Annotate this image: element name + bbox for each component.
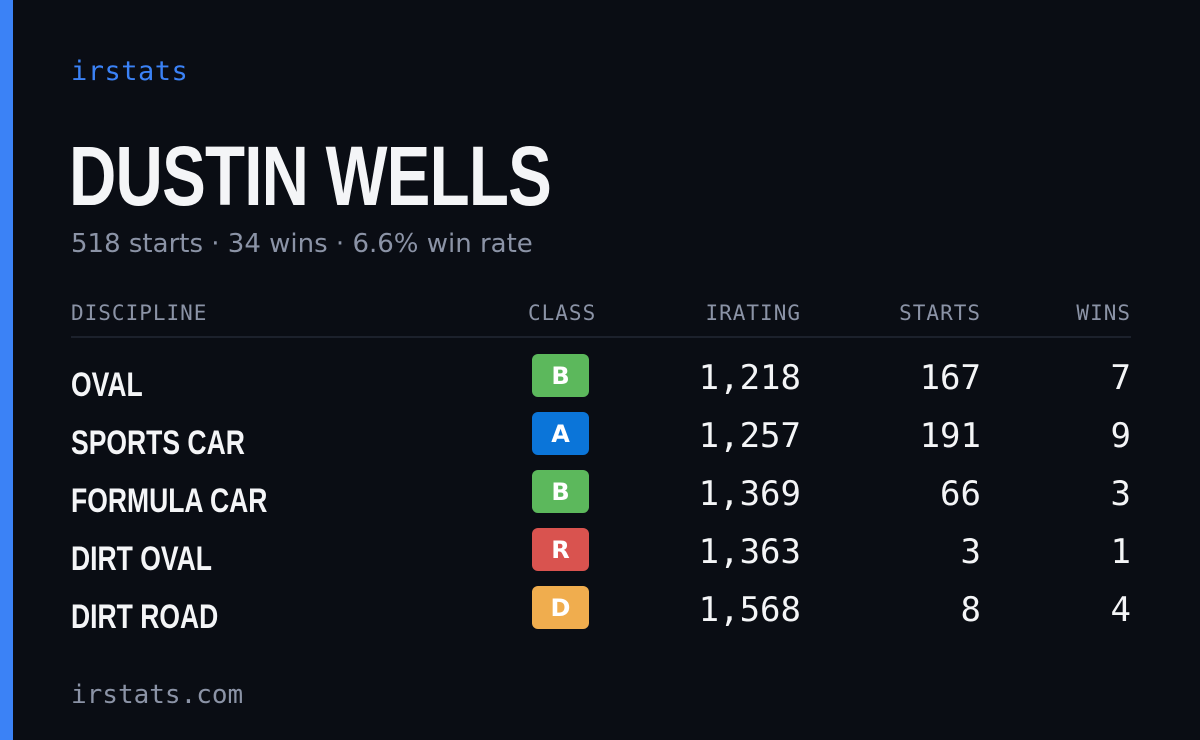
starts-value: 66 — [940, 474, 981, 514]
starts-value: 191 — [919, 416, 981, 456]
class-badge: B — [532, 470, 589, 513]
discipline-name: SPORTS CAR — [71, 424, 245, 462]
class-badge: D — [532, 586, 589, 629]
discipline-name: OVAL — [71, 366, 143, 404]
accent-bar — [0, 0, 13, 740]
irating-value: 1,218 — [698, 358, 801, 398]
irating-value: 1,363 — [698, 532, 801, 572]
wins-value: 9 — [1110, 416, 1131, 456]
table-row: DIRT OVAL R 1,363 3 1 — [71, 526, 1131, 584]
starts-value: 8 — [960, 590, 981, 630]
footer-url: irstats.com — [71, 680, 244, 710]
irating-value: 1,257 — [698, 416, 801, 456]
header-irating: IRATING — [705, 301, 801, 325]
header-starts: STARTS — [899, 301, 981, 325]
brand-logo: irstats — [71, 56, 189, 87]
header-discipline: DISCIPLINE — [71, 301, 208, 325]
wins-value: 3 — [1110, 474, 1131, 514]
class-badge: A — [532, 412, 589, 455]
wins-value: 7 — [1110, 358, 1131, 398]
table-row: OVAL B 1,218 167 7 — [71, 352, 1131, 410]
discipline-name: DIRT OVAL — [71, 540, 212, 578]
stats-table: DISCIPLINE CLASS IRATING STARTS WINS OVA… — [71, 296, 1131, 642]
irating-value: 1,369 — [698, 474, 801, 514]
wins-value: 4 — [1110, 590, 1131, 630]
table-row: SPORTS CAR A 1,257 191 9 — [71, 410, 1131, 468]
irating-value: 1,568 — [698, 590, 801, 630]
discipline-name: DIRT ROAD — [71, 598, 219, 636]
driver-name: DUSTIN WELLS — [69, 129, 552, 223]
header-wins: WINS — [1076, 301, 1131, 325]
class-badge: R — [532, 528, 589, 571]
wins-value: 1 — [1110, 532, 1131, 572]
driver-summary: 518 starts · 34 wins · 6.6% win rate — [71, 229, 533, 259]
table-body: OVAL B 1,218 167 7 SPORTS CAR A 1,257 19… — [71, 352, 1131, 642]
table-row: DIRT ROAD D 1,568 8 4 — [71, 584, 1131, 642]
class-badge: B — [532, 354, 589, 397]
discipline-name: FORMULA CAR — [71, 482, 268, 520]
header-class: CLASS — [528, 301, 597, 325]
table-header: DISCIPLINE CLASS IRATING STARTS WINS — [71, 296, 1131, 338]
starts-value: 167 — [919, 358, 981, 398]
table-row: FORMULA CAR B 1,369 66 3 — [71, 468, 1131, 526]
starts-value: 3 — [960, 532, 981, 572]
